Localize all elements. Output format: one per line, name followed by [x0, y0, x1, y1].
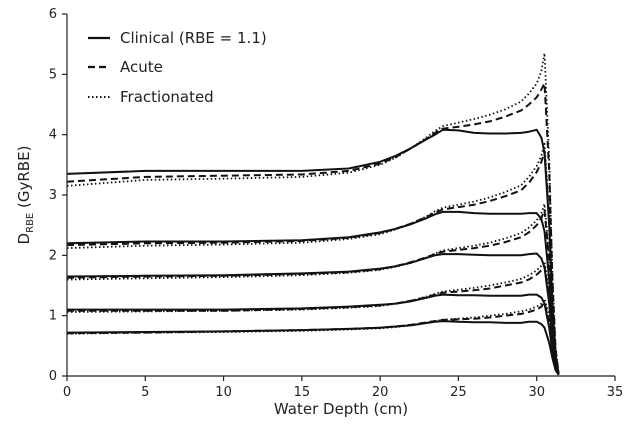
series-line-group1-solid — [66, 320, 560, 376]
x-tick-label: 5 — [141, 385, 149, 400]
legend-label-acute: Acute — [120, 58, 163, 76]
y-tick-label: 0 — [49, 369, 57, 384]
series-line-group2-dotted — [66, 260, 560, 375]
x-tick-label: 35 — [607, 385, 624, 400]
y-tick-label: 2 — [49, 248, 57, 263]
y-tick-label: 6 — [49, 7, 57, 22]
legend-label-fractionated: Fractionated — [120, 88, 214, 106]
x-axis-title: Water Depth (cm) — [274, 400, 408, 418]
series-line-group1-dotted — [66, 297, 560, 376]
y-tick-label: 4 — [49, 128, 57, 143]
plot-area — [66, 52, 560, 376]
x-ticks: 0 5 10 15 20 25 30 35 — [63, 376, 623, 400]
x-tick-label: 20 — [372, 385, 389, 400]
legend-item-clinical: Clinical (RBE = 1.1) — [88, 29, 267, 47]
legend-label-clinical: Clinical (RBE = 1.1) — [120, 29, 267, 47]
x-tick-label: 30 — [528, 385, 545, 400]
x-tick-label: 10 — [215, 385, 232, 400]
series-line-group3-solid — [66, 252, 560, 375]
y-axis-title-main: D — [15, 233, 33, 245]
legend: Clinical (RBE = 1.1) Acute Fractionated — [88, 29, 267, 106]
series-line-group4-dashed — [66, 150, 560, 374]
x-tick-label: 15 — [294, 385, 311, 400]
y-axis-title: DRBE (GyRBE) — [15, 146, 36, 245]
y-ticks: 0 1 2 3 4 5 6 — [49, 7, 67, 384]
series-line-group5-solid — [66, 128, 560, 374]
series-line-group1-dashed — [66, 301, 560, 376]
y-tick-label: 1 — [49, 309, 57, 324]
y-tick-label: 3 — [49, 188, 57, 203]
series-line-group4-dotted — [66, 142, 560, 374]
series-line-group4-solid — [66, 210, 560, 374]
x-tick-label: 0 — [63, 385, 71, 400]
legend-item-fractionated: Fractionated — [88, 88, 214, 106]
y-tick-label: 5 — [49, 67, 57, 82]
series-line-group2-dashed — [67, 265, 560, 375]
series-line-group5-dashed — [66, 82, 560, 374]
series-line-group5-dotted — [66, 52, 560, 374]
series-line-group2-solid — [67, 293, 560, 375]
y-axis-title-unit: (GyRBE) — [15, 146, 33, 213]
x-tick-label: 25 — [450, 385, 467, 400]
y-axis-title-subscript: RBE — [25, 213, 36, 233]
series-line-group3-dashed — [66, 209, 560, 375]
legend-item-acute: Acute — [88, 58, 163, 76]
